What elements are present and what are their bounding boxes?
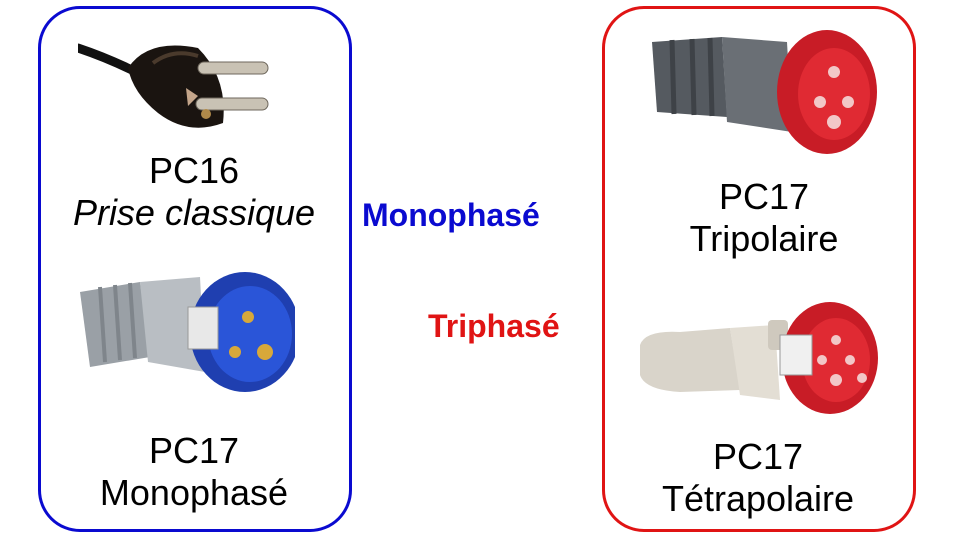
pc17-tripolaire-label: PC17 Tripolaire xyxy=(614,176,914,260)
monophase-group-box xyxy=(38,6,352,532)
pc17-tripolaire-desc: Tripolaire xyxy=(689,218,839,259)
pc17-tetrapolaire-desc: Tétrapolaire xyxy=(661,478,855,519)
pc17-tripolaire-name: PC17 xyxy=(718,176,810,217)
pc17-tetrapolaire-label: PC17 Tétrapolaire xyxy=(608,436,908,520)
triphase-group-box xyxy=(602,6,916,532)
pc17-monophase-label: PC17 Monophasé xyxy=(44,430,344,514)
pc17-monophase-plug-image xyxy=(80,272,295,392)
pc17-monophase-desc: Monophasé xyxy=(99,472,289,513)
pc16-name: PC16 xyxy=(148,150,240,191)
pc16-label: PC16 Prise classique xyxy=(44,150,344,234)
pc17-tetrapolaire-name: PC17 xyxy=(712,436,804,477)
pc17-monophase-name: PC17 xyxy=(148,430,240,471)
pc17-tetrapolaire-plug-image xyxy=(640,302,878,414)
triphase-category-label: Triphasé xyxy=(428,308,560,344)
pc16-plug-image xyxy=(78,43,269,128)
monophase-category-label: Monophasé xyxy=(362,197,540,233)
pc16-desc: Prise classique xyxy=(72,192,316,233)
pc17-tripolaire-plug-image xyxy=(652,30,877,154)
